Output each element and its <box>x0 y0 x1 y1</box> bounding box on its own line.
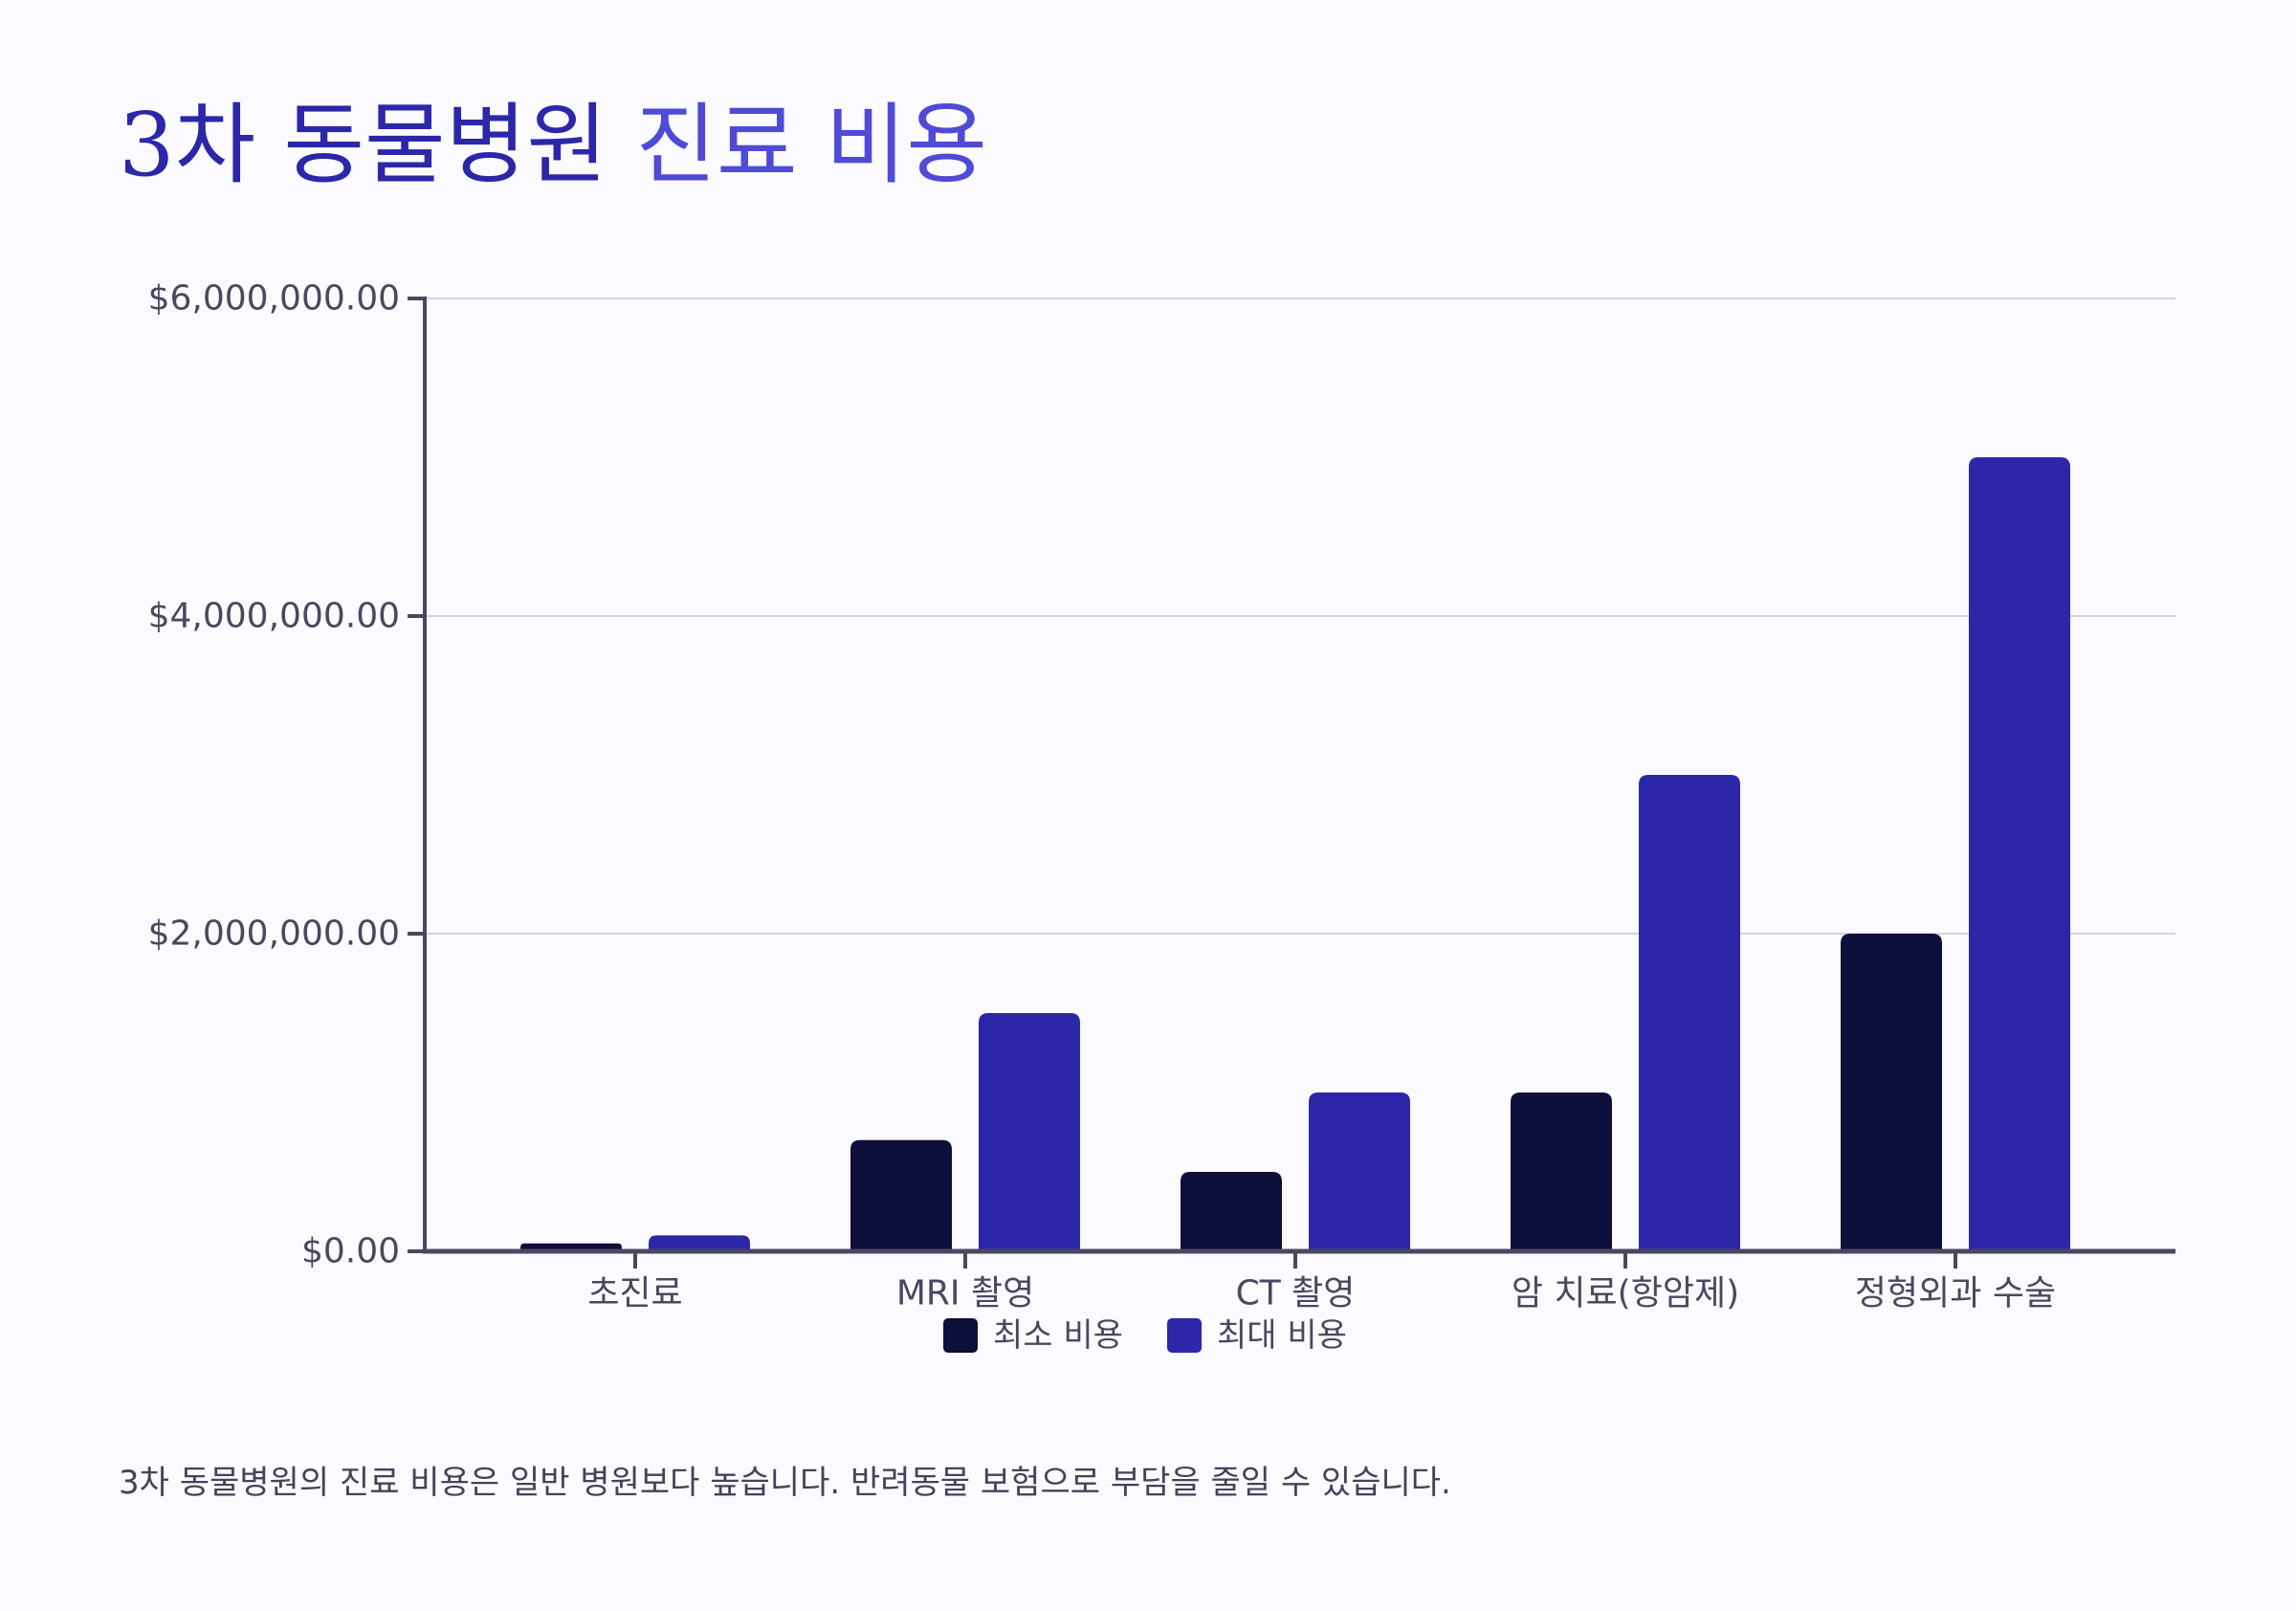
page-title-part-1: 3차 동물병원 <box>119 94 607 196</box>
y-tick-label: $0.00 <box>301 1232 400 1271</box>
x-tick-label: CT 촬영 <box>1236 1274 1356 1313</box>
legend-label-min: 최소 비용 <box>993 1316 1123 1355</box>
x-tick-label: 초진료 <box>587 1274 682 1313</box>
x-tick-label: 암 치료(항암제) <box>1512 1274 1739 1313</box>
grid-lines <box>425 298 2175 935</box>
y-tick-label: $6,000,000.00 <box>148 279 400 319</box>
y-tick-label: $2,000,000.00 <box>148 915 400 954</box>
legend-label-max: 최대 비용 <box>1217 1316 1347 1355</box>
bar-min-4 <box>1841 934 1942 1251</box>
x-tick-label: MRI 촬영 <box>896 1274 1034 1313</box>
legend-swatch-min <box>943 1318 978 1353</box>
bars <box>520 457 2070 1251</box>
page-title: 3차 동물병원 진료 비용 <box>119 88 987 203</box>
legend-swatch-max <box>1167 1318 1202 1353</box>
footnote: 3차 동물병원의 진료 비용은 일반 병원보다 높습니다. 반려동물 보험으로 … <box>119 1464 1451 1502</box>
bar-max-2 <box>1309 1092 1410 1251</box>
axes: $0.00 $2,000,000.00 $4,000,000.00 $6,000,00… <box>148 279 2175 1313</box>
page-title-part-2: 진료 비용 <box>635 94 988 196</box>
bar-min-2 <box>1181 1172 1282 1251</box>
bar-min-1 <box>850 1139 952 1251</box>
bar-max-4 <box>1969 457 2070 1251</box>
x-tick-label: 정형외과 수술 <box>1855 1274 2056 1313</box>
legend: 최소 비용 최대 비용 <box>943 1316 1347 1355</box>
bar-max-0 <box>649 1235 750 1251</box>
bar-max-1 <box>979 1013 1080 1251</box>
bar-max-3 <box>1639 775 1740 1251</box>
y-tick-label: $4,000,000.00 <box>148 597 400 636</box>
bar-min-3 <box>1511 1092 1612 1251</box>
